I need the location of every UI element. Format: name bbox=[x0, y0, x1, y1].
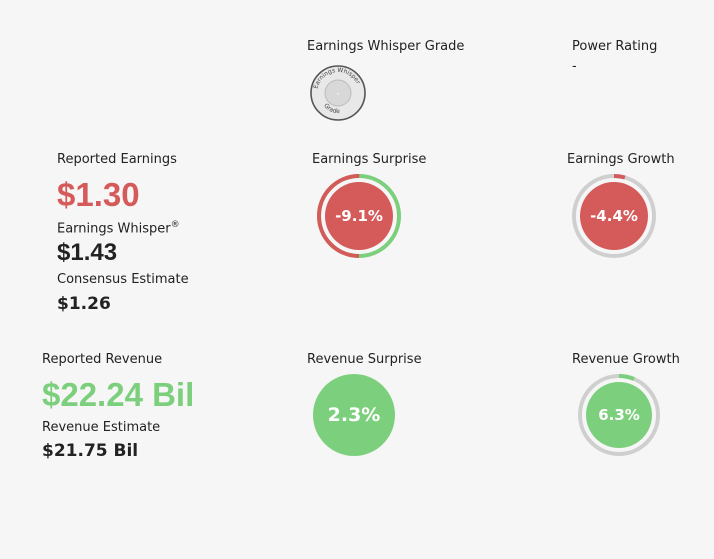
reported-earnings-value: $1.30 bbox=[57, 176, 140, 213]
earnings-surprise-disc bbox=[325, 182, 393, 250]
power-rating-value: - bbox=[572, 59, 577, 74]
earnings-surprise-gauge: -9.1% bbox=[317, 174, 401, 258]
earnings-surprise-label: Earnings Surprise bbox=[312, 152, 427, 167]
earnings-growth-ring-arc bbox=[572, 174, 656, 258]
revenue-growth-value: 6.3% bbox=[598, 406, 640, 424]
revenue-growth-gauge: 6.3% bbox=[578, 374, 660, 456]
consensus-estimate-label: Consensus Estimate bbox=[57, 272, 189, 287]
earnings-surprise-value: -9.1% bbox=[335, 207, 383, 225]
revenue-estimate-label: Revenue Estimate bbox=[42, 420, 161, 435]
grade-badge: Earnings Whisper Grade - bbox=[310, 65, 366, 121]
earnings-whisper-label: Earnings Whisper® bbox=[57, 220, 180, 236]
earnings-growth-value: -4.4% bbox=[590, 207, 638, 225]
revenue-growth-disc bbox=[586, 382, 652, 448]
registered-mark: ® bbox=[170, 220, 180, 230]
earnings-whisper-grade-label: Earnings Whisper Grade bbox=[307, 39, 465, 54]
revenue-estimate-value: $21.75 Bil bbox=[42, 441, 139, 461]
earnings-growth-label: Earnings Growth bbox=[567, 152, 675, 167]
earnings-growth-gauge: -4.4% bbox=[572, 174, 656, 258]
revenue-growth-ring-arc bbox=[578, 374, 660, 456]
earnings-growth-disc bbox=[580, 182, 648, 250]
revenue-surprise-label: Revenue Surprise bbox=[307, 352, 422, 367]
revenue-surprise-disc bbox=[313, 374, 395, 456]
reported-revenue-value: $22.24 Bil bbox=[42, 376, 195, 413]
power-rating-label: Power Rating bbox=[572, 39, 658, 54]
consensus-estimate-value: $1.26 bbox=[57, 294, 111, 314]
grade-value: - bbox=[336, 89, 339, 99]
revenue-growth-label: Revenue Growth bbox=[572, 352, 680, 367]
earnings-whisper-label-text: Earnings Whisper bbox=[57, 221, 171, 237]
revenue-surprise-value: 2.3% bbox=[328, 404, 381, 426]
revenue-surprise-gauge: 2.3% bbox=[313, 374, 395, 456]
reported-earnings-label: Reported Earnings bbox=[57, 152, 177, 167]
earnings-surprise-ring-arc bbox=[317, 174, 401, 258]
reported-revenue-label: Reported Revenue bbox=[42, 352, 163, 367]
earnings-whisper-value: $1.43 bbox=[57, 239, 118, 266]
